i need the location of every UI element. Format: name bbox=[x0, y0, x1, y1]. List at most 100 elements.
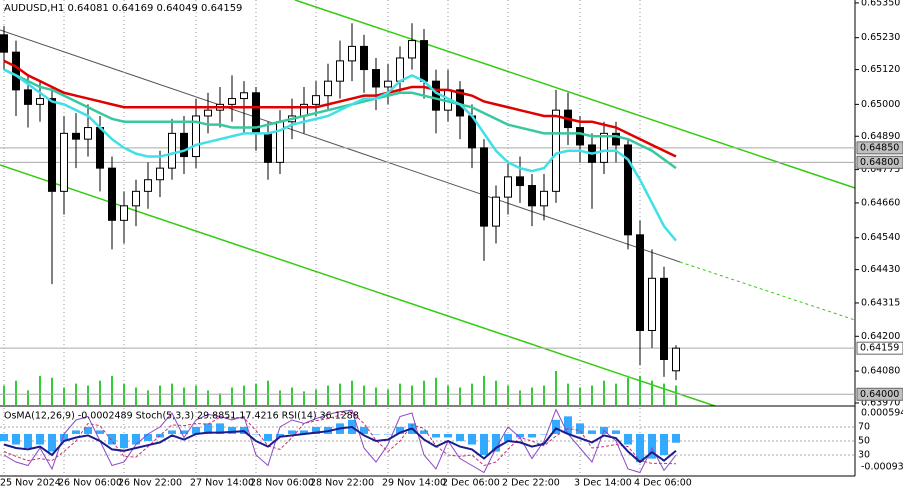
osma-bar bbox=[360, 426, 368, 434]
candle-body bbox=[72, 132, 80, 140]
volume-bar bbox=[243, 385, 245, 405]
volume-bar bbox=[39, 375, 41, 405]
moving-average bbox=[3, 59, 677, 158]
osma-bar bbox=[612, 430, 620, 434]
osc-tick-label: 50 bbox=[858, 436, 870, 447]
osma-bar bbox=[624, 433, 632, 445]
price-panel bbox=[0, 0, 856, 407]
candle-body bbox=[624, 144, 632, 236]
candle-body bbox=[372, 69, 380, 88]
x-tick-label: 2 Dec 06:00 bbox=[442, 478, 500, 489]
volume-bar bbox=[231, 387, 233, 405]
osc-tick-label: 30 bbox=[858, 450, 870, 461]
moving-average bbox=[3, 68, 677, 170]
trend-line bbox=[0, 29, 681, 263]
candle-body bbox=[324, 80, 332, 97]
volume-bar bbox=[327, 385, 329, 405]
rsi-line bbox=[3, 425, 677, 464]
candle-body bbox=[672, 347, 680, 372]
x-tick-label: 27 Nov 14:00 bbox=[190, 478, 254, 489]
price-level-label: 0.64159 bbox=[860, 343, 899, 354]
volume-bar bbox=[627, 377, 629, 405]
candle-body bbox=[24, 89, 32, 105]
osma-bar bbox=[540, 433, 548, 435]
volume-bar bbox=[303, 391, 305, 405]
volume-bar bbox=[15, 380, 17, 405]
volume-bar bbox=[27, 390, 29, 405]
candle-body bbox=[180, 132, 188, 158]
candle-body bbox=[552, 109, 560, 192]
y-tick-label: 0.64200 bbox=[861, 331, 900, 342]
osc-tick-label: 70 bbox=[858, 422, 870, 433]
osma-bar bbox=[120, 433, 128, 449]
candle-body bbox=[348, 45, 356, 62]
candle-body bbox=[504, 176, 512, 198]
candle-body bbox=[492, 196, 500, 227]
stoch-signal bbox=[3, 411, 677, 467]
volume-bar bbox=[51, 377, 53, 405]
volume-bar bbox=[579, 387, 581, 405]
volume-bar bbox=[375, 387, 377, 405]
volume-bar bbox=[159, 385, 161, 405]
volume-bar bbox=[183, 387, 185, 405]
volume-bar bbox=[387, 389, 389, 405]
y-tick-label: 0.64540 bbox=[861, 232, 900, 243]
candle-body bbox=[480, 147, 488, 227]
candle-body bbox=[168, 132, 176, 169]
osma-bar bbox=[384, 433, 392, 435]
y-tick-label: 0.65120 bbox=[861, 64, 900, 75]
candle-body bbox=[108, 167, 116, 221]
candle-body bbox=[384, 80, 392, 88]
osma-bar bbox=[144, 433, 152, 442]
candle-body bbox=[396, 57, 404, 82]
osma-bar bbox=[0, 433, 8, 442]
volume-bar bbox=[435, 377, 437, 405]
stoch-main bbox=[3, 408, 677, 474]
volume-bar bbox=[3, 385, 5, 405]
osma-bar bbox=[276, 433, 284, 438]
x-tick-label: 29 Nov 14:00 bbox=[382, 478, 446, 489]
volume-bar bbox=[315, 389, 317, 405]
osma-bar bbox=[420, 430, 428, 434]
osma-bar bbox=[372, 433, 380, 435]
candle-body bbox=[96, 127, 104, 169]
volume-bar bbox=[279, 390, 281, 405]
candle-body bbox=[636, 234, 644, 331]
osma-bar bbox=[228, 426, 236, 434]
osma-bar bbox=[504, 433, 512, 442]
volume-bar bbox=[351, 380, 353, 405]
trend-line bbox=[294, 0, 856, 189]
volume-bar bbox=[603, 380, 605, 405]
osma-bar bbox=[312, 426, 320, 434]
volume-bar bbox=[531, 387, 533, 405]
candle-body bbox=[648, 277, 656, 331]
osma-bar bbox=[564, 416, 572, 434]
volume-bar bbox=[99, 380, 101, 405]
volume-bar bbox=[267, 380, 269, 405]
volume-bar bbox=[63, 387, 65, 405]
x-tick-label: 25 Nov 2024 bbox=[0, 478, 61, 489]
candle-body bbox=[0, 34, 8, 53]
volume-bar bbox=[135, 387, 137, 405]
price-level-box bbox=[856, 341, 903, 355]
candle-body bbox=[276, 121, 284, 163]
volume-bar bbox=[111, 375, 113, 405]
candle-body bbox=[540, 190, 548, 207]
candle-body bbox=[240, 92, 248, 100]
volume-bar bbox=[423, 380, 425, 405]
volume-bar bbox=[459, 387, 461, 405]
candle-body bbox=[576, 127, 584, 146]
volume-bar bbox=[675, 385, 677, 405]
trend-line bbox=[0, 164, 716, 407]
candle-body bbox=[84, 127, 92, 140]
osma-bar bbox=[24, 433, 32, 449]
y-tick-label: 0.64430 bbox=[861, 264, 900, 275]
candle-body bbox=[12, 51, 20, 91]
volume-bar bbox=[483, 375, 485, 405]
osma-bar bbox=[672, 433, 680, 443]
candle-body bbox=[132, 190, 140, 207]
price-level-label: 0.64800 bbox=[860, 157, 899, 168]
chart-title: AUDUSD,H1 0.64081 0.64169 0.64049 0.6415… bbox=[4, 3, 242, 14]
volume-bar bbox=[651, 380, 653, 405]
